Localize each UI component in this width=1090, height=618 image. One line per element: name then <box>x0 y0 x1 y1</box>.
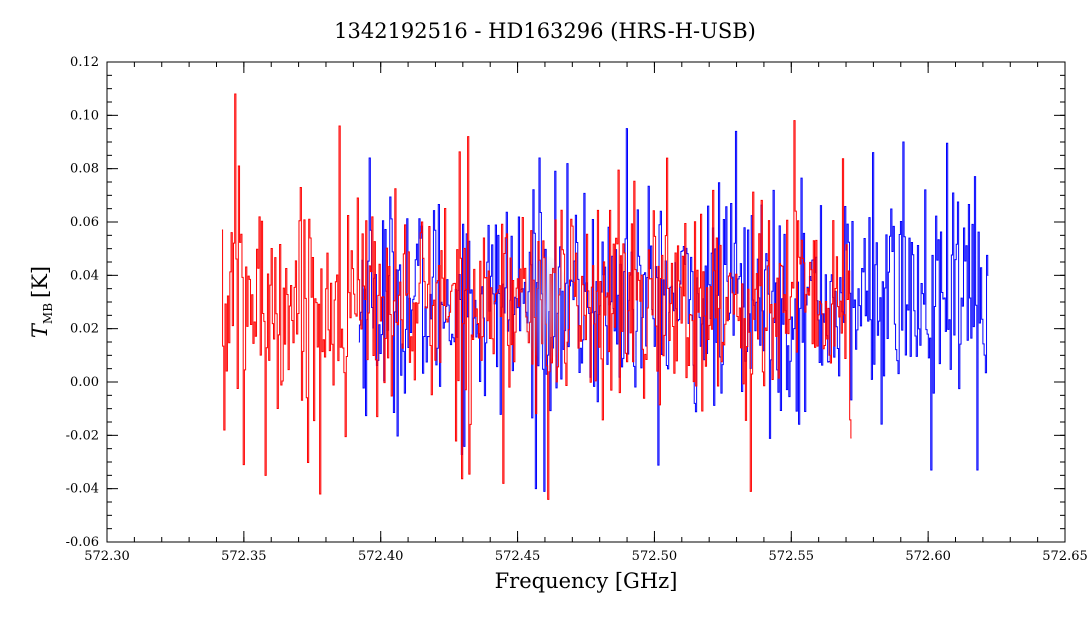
y-tick-label: -0.06 <box>66 535 99 550</box>
y-tick-label: 0.00 <box>70 375 99 390</box>
y-tick-label: 0.08 <box>70 162 99 177</box>
y-axis-title-sub: MB <box>41 303 55 324</box>
spectrum-series-line <box>358 128 989 492</box>
series-layer <box>221 93 989 500</box>
y-axis-title: TMB [K] <box>28 266 55 338</box>
x-tick-label: 572.50 <box>632 549 678 564</box>
y-axis-title-unit: [K] <box>28 266 52 298</box>
y-axis-title-main: T <box>28 322 52 338</box>
y-tick-label: 0.10 <box>70 108 99 123</box>
chart-title: 1342192516 - HD163296 (HRS-H-USB) <box>334 19 756 43</box>
x-tick-label: 572.55 <box>769 549 815 564</box>
x-tick-label: 572.65 <box>1042 549 1088 564</box>
x-tick-label: 572.40 <box>358 549 404 564</box>
herschel-watermark-logo <box>522 256 570 360</box>
y-tick-label: 0.02 <box>70 322 99 337</box>
x-tick-label: 572.35 <box>221 549 267 564</box>
y-tick-label: 0.04 <box>70 268 99 283</box>
y-axis-ticks: -0.06 -0.04 -0.02 0.00 0.02 0.04 0.06 0.08 0.10 0… <box>66 55 1065 550</box>
x-axis-ticks: 572.30 572.35 572.40 572.45 572.50 572.55 572.… <box>84 62 1088 564</box>
x-tick-label: 572.45 <box>495 549 541 564</box>
y-tick-label: -0.04 <box>66 482 99 497</box>
y-tick-label: 0.06 <box>70 215 99 230</box>
x-axis-title: Frequency [GHz] <box>495 569 678 593</box>
x-tick-label: 572.60 <box>905 549 951 564</box>
y-tick-label: 0.12 <box>70 55 99 70</box>
x-tick-label: 572.30 <box>84 549 130 564</box>
y-tick-label: -0.02 <box>66 428 99 443</box>
